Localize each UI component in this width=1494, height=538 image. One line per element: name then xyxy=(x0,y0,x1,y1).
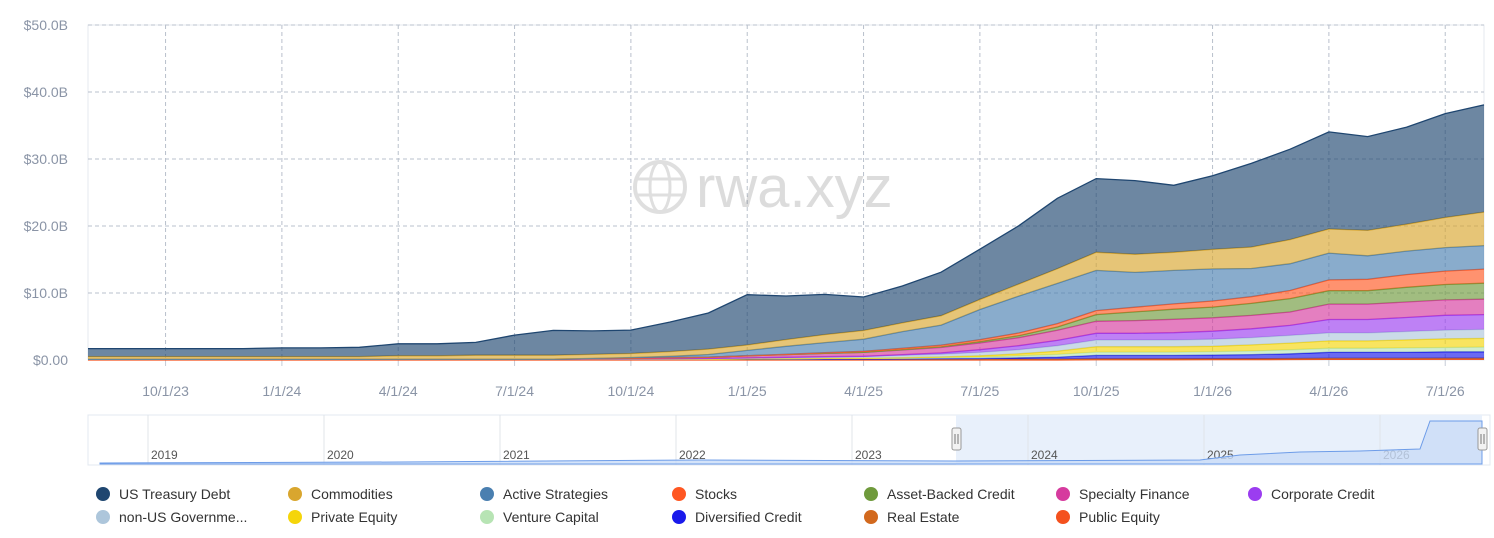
legend-marker xyxy=(1056,487,1070,501)
x-tick-label: 10/1/24 xyxy=(608,383,655,399)
y-tick-label: $20.0B xyxy=(24,218,68,234)
area-series-group xyxy=(88,104,1485,361)
legend-marker xyxy=(96,510,110,524)
x-tick-label: 10/1/25 xyxy=(1073,383,1120,399)
legend-label: non-US Governme... xyxy=(119,509,248,525)
legend-label: Specialty Finance xyxy=(1079,486,1190,502)
navigator-year-label: 2021 xyxy=(503,448,530,462)
area-series xyxy=(88,299,1484,360)
legend-item[interactable]: Public Equity xyxy=(1056,509,1160,525)
series-line xyxy=(88,104,1485,350)
legend-item[interactable]: Specialty Finance xyxy=(1056,486,1190,502)
navigator-handle[interactable] xyxy=(951,427,962,451)
legend-item[interactable]: Stocks xyxy=(672,486,737,502)
x-tick-label: 4/1/25 xyxy=(844,383,883,399)
legend-marker xyxy=(96,487,110,501)
legend-marker xyxy=(864,510,878,524)
area-series xyxy=(88,351,1484,360)
area-series xyxy=(88,329,1484,360)
x-tick-label: 1/1/24 xyxy=(262,383,301,399)
legend-row: US Treasury Debt Commodities Active Strate… xyxy=(96,486,1486,509)
legend-item[interactable]: Private Equity xyxy=(288,509,397,525)
navigator-year-label: 2023 xyxy=(855,448,882,462)
x-tick-label: 10/1/23 xyxy=(142,383,189,399)
legend-label: Active Strategies xyxy=(503,486,609,502)
legend-marker xyxy=(480,510,494,524)
watermark-logo: rwa.xyz xyxy=(633,155,893,220)
navigator-year-label: 2022 xyxy=(679,448,706,462)
globe-icon xyxy=(633,160,687,214)
legend-item[interactable]: US Treasury Debt xyxy=(96,486,230,502)
y-tick-label: $40.0B xyxy=(24,84,68,100)
legend-label: Asset-Backed Credit xyxy=(887,486,1015,502)
y-tick-label: $50.0B xyxy=(24,17,68,33)
legend-marker xyxy=(1248,487,1262,501)
x-tick-label: 7/1/25 xyxy=(960,383,999,399)
navigator-series xyxy=(99,420,1483,465)
navigator-year-label: 2020 xyxy=(327,448,354,462)
legend-row: non-US Governme... Private Equity Venture … xyxy=(96,509,1486,532)
legend-marker xyxy=(672,510,686,524)
legend-item[interactable]: non-US Governme... xyxy=(96,509,247,525)
x-tick-label: 4/1/24 xyxy=(379,383,418,399)
legend-marker xyxy=(480,487,494,501)
area-series xyxy=(88,245,1484,360)
legend-item[interactable]: Commodities xyxy=(288,486,393,502)
legend-marker xyxy=(672,487,686,501)
navigator-handle-grip xyxy=(1477,427,1488,451)
x-tick-label: 7/1/24 xyxy=(495,383,534,399)
legend-label: Commodities xyxy=(311,486,393,502)
watermark-text: rwa.xyz xyxy=(696,155,893,220)
legend-item[interactable]: Diversified Credit xyxy=(672,509,802,525)
legend-item[interactable]: Active Strategies xyxy=(480,486,608,502)
legend-item[interactable]: Real Estate xyxy=(864,509,959,525)
globe-meridian xyxy=(648,160,672,214)
legend-label: Public Equity xyxy=(1079,509,1160,525)
x-tick-label: 4/1/26 xyxy=(1309,383,1348,399)
legend-marker xyxy=(1056,510,1070,524)
y-tick-label: $30.0B xyxy=(24,151,68,167)
legend-label: Real Estate xyxy=(887,509,960,525)
y-tick-label: $0.00 xyxy=(33,352,68,368)
legend-marker xyxy=(288,487,302,501)
legend-label: US Treasury Debt xyxy=(119,486,231,502)
area-series xyxy=(88,104,1484,357)
legend-label: Corporate Credit xyxy=(1271,486,1375,502)
legend-label: Private Equity xyxy=(311,509,398,525)
navigator-year-label: 2024 xyxy=(1031,448,1058,462)
legend-item[interactable]: Venture Capital xyxy=(480,509,599,525)
legend-marker xyxy=(288,510,302,524)
x-tick-label: 7/1/26 xyxy=(1426,383,1465,399)
navigator-handle-grip xyxy=(951,427,962,451)
legend-marker xyxy=(864,487,878,501)
area-series xyxy=(88,338,1484,360)
x-tick-label: 1/1/25 xyxy=(728,383,767,399)
legend-item[interactable]: Asset-Backed Credit xyxy=(864,486,1015,502)
legend-item[interactable]: Corporate Credit xyxy=(1248,486,1375,502)
chart-legend: US Treasury Debt Commodities Active Strate… xyxy=(96,486,1486,532)
y-tick-label: $10.0B xyxy=(24,285,68,301)
legend-label: Stocks xyxy=(695,486,738,502)
x-tick-label: 1/1/26 xyxy=(1193,383,1232,399)
legend-label: Diversified Credit xyxy=(695,509,802,525)
navigator-handle[interactable] xyxy=(1477,427,1488,451)
navigator-year-label: 2019 xyxy=(151,448,178,462)
legend-label: Venture Capital xyxy=(503,509,599,525)
area-series xyxy=(88,314,1484,360)
chart-svg: $0.00 $10.0B $20.0B $30.0B $40.0B $50.0B 10/1/… xyxy=(24,17,1491,466)
